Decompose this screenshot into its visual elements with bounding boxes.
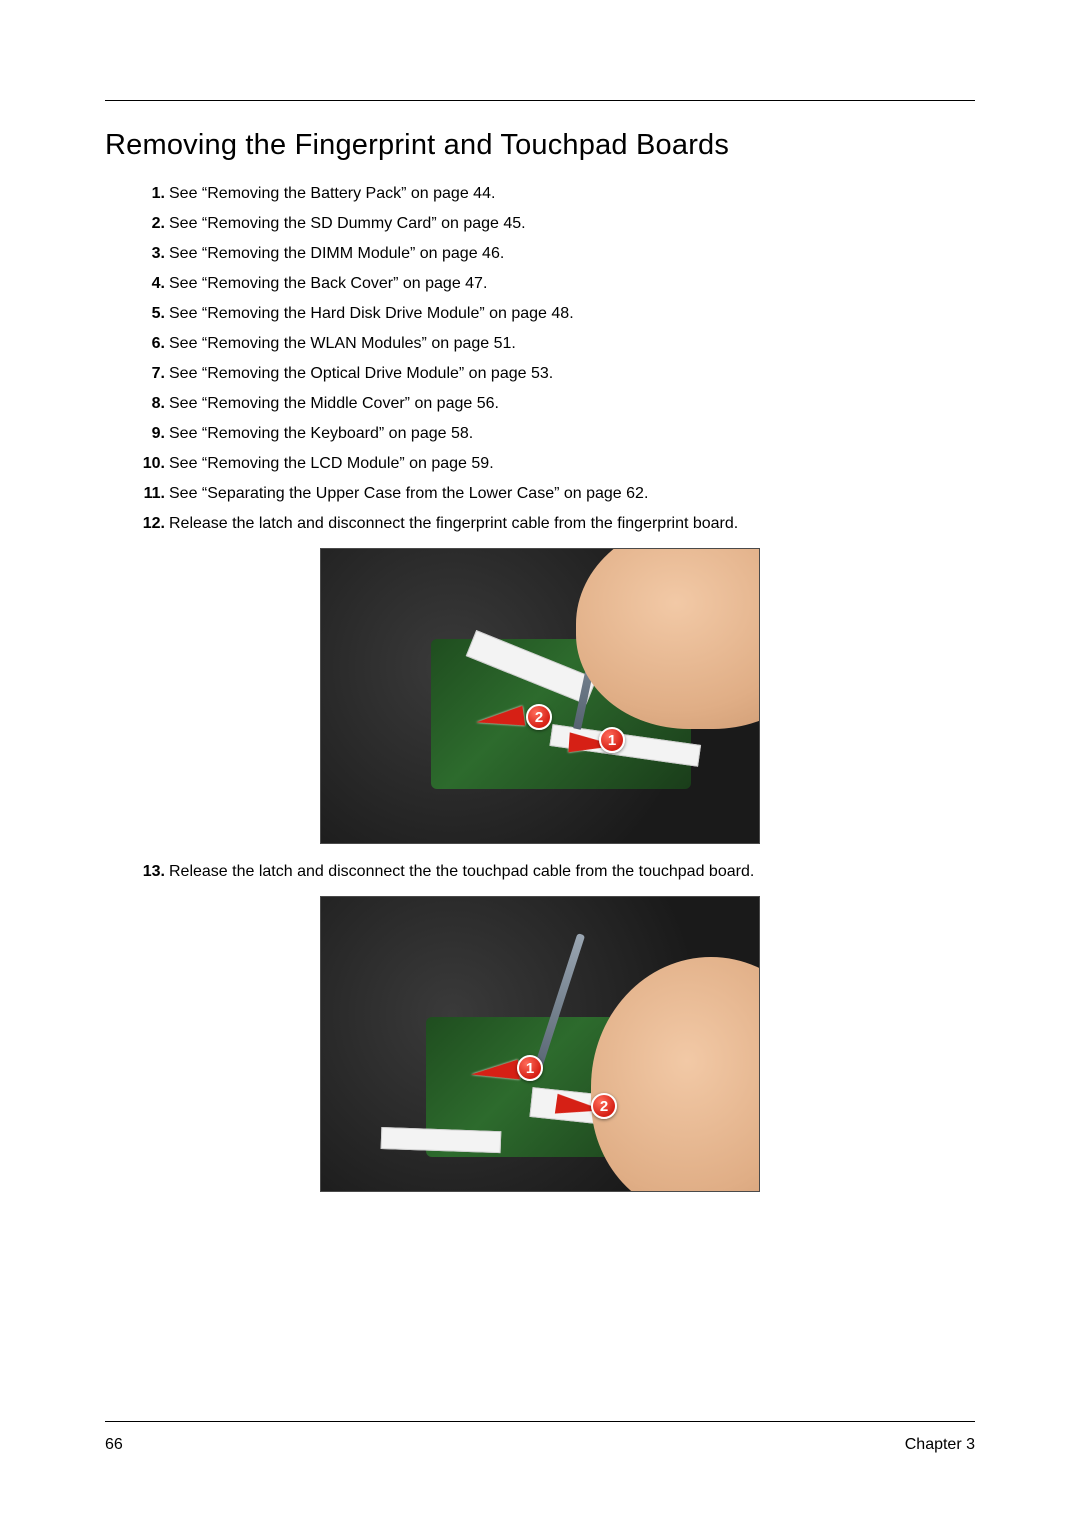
procedure-step: 7.See “Removing the Optical Drive Module… [135, 364, 975, 384]
figure-1-wrap: 21 [105, 548, 975, 844]
step-text: Release the latch and disconnect the the… [169, 863, 754, 880]
step-number: 9. [135, 424, 165, 444]
step-number: 3. [135, 244, 165, 264]
procedure-step: 1.See “Removing the Battery Pack” on pag… [135, 184, 975, 204]
figure-1: 21 [320, 548, 760, 844]
procedure-step: 13. Release the latch and disconnect the… [135, 862, 975, 882]
footer-row: 66 Chapter 3 [105, 1436, 975, 1454]
step-number: 13. [135, 862, 165, 882]
page-footer: 66 Chapter 3 [105, 1421, 975, 1454]
step-text: Release the latch and disconnect the fin… [169, 515, 738, 532]
page-title: Removing the Fingerprint and Touchpad Bo… [105, 129, 975, 162]
step-text: See “Removing the SD Dummy Card” on page… [169, 215, 526, 232]
step-text: See “Removing the Back Cover” on page 47… [169, 275, 487, 292]
procedure-step: 5.See “Removing the Hard Disk Drive Modu… [135, 304, 975, 324]
page: Removing the Fingerprint and Touchpad Bo… [0, 0, 1080, 1527]
chapter-label: Chapter 3 [905, 1436, 975, 1454]
procedure-step: 10.See “Removing the LCD Module” on page… [135, 454, 975, 474]
step-text: See “Removing the LCD Module” on page 59… [169, 455, 494, 472]
step-text: See “Removing the WLAN Modules” on page … [169, 335, 516, 352]
step-number: 1. [135, 184, 165, 204]
page-number: 66 [105, 1436, 123, 1454]
step-text: See “Removing the DIMM Module” on page 4… [169, 245, 504, 262]
bottom-rule [105, 1421, 975, 1422]
step-text: See “Removing the Hard Disk Drive Module… [169, 305, 574, 322]
procedure-step: 3.See “Removing the DIMM Module” on page… [135, 244, 975, 264]
step-number: 10. [135, 454, 165, 474]
step-number: 4. [135, 274, 165, 294]
step-number: 11. [135, 484, 165, 504]
procedure-step: 8.See “Removing the Middle Cover” on pag… [135, 394, 975, 414]
figure-2: 12 [320, 896, 760, 1192]
figure-2-wrap: 12 [105, 896, 975, 1192]
callout-badge: 1 [517, 1055, 543, 1081]
step-number: 8. [135, 394, 165, 414]
procedure-step: 6.See “Removing the WLAN Modules” on pag… [135, 334, 975, 354]
step-number: 6. [135, 334, 165, 354]
step-number: 12. [135, 514, 165, 534]
procedure-list-continued: 13. Release the latch and disconnect the… [105, 862, 975, 882]
top-rule [105, 100, 975, 101]
procedure-step: 11.See “Separating the Upper Case from t… [135, 484, 975, 504]
step-text: See “Removing the Optical Drive Module” … [169, 365, 553, 382]
procedure-step: 12.Release the latch and disconnect the … [135, 514, 975, 534]
procedure-step: 9.See “Removing the Keyboard” on page 58… [135, 424, 975, 444]
callout-badge: 2 [591, 1093, 617, 1119]
step-number: 5. [135, 304, 165, 324]
step-number: 7. [135, 364, 165, 384]
step-text: See “Removing the Battery Pack” on page … [169, 185, 495, 202]
ribbon-cable [381, 1127, 502, 1153]
step-text: See “Separating the Upper Case from the … [169, 485, 648, 502]
callout-badge: 2 [526, 704, 552, 730]
step-number: 2. [135, 214, 165, 234]
procedure-step: 4.See “Removing the Back Cover” on page … [135, 274, 975, 294]
procedure-list: 1.See “Removing the Battery Pack” on pag… [105, 184, 975, 534]
callout-badge: 1 [599, 727, 625, 753]
step-text: See “Removing the Middle Cover” on page … [169, 395, 499, 412]
procedure-step: 2.See “Removing the SD Dummy Card” on pa… [135, 214, 975, 234]
step-text: See “Removing the Keyboard” on page 58. [169, 425, 473, 442]
